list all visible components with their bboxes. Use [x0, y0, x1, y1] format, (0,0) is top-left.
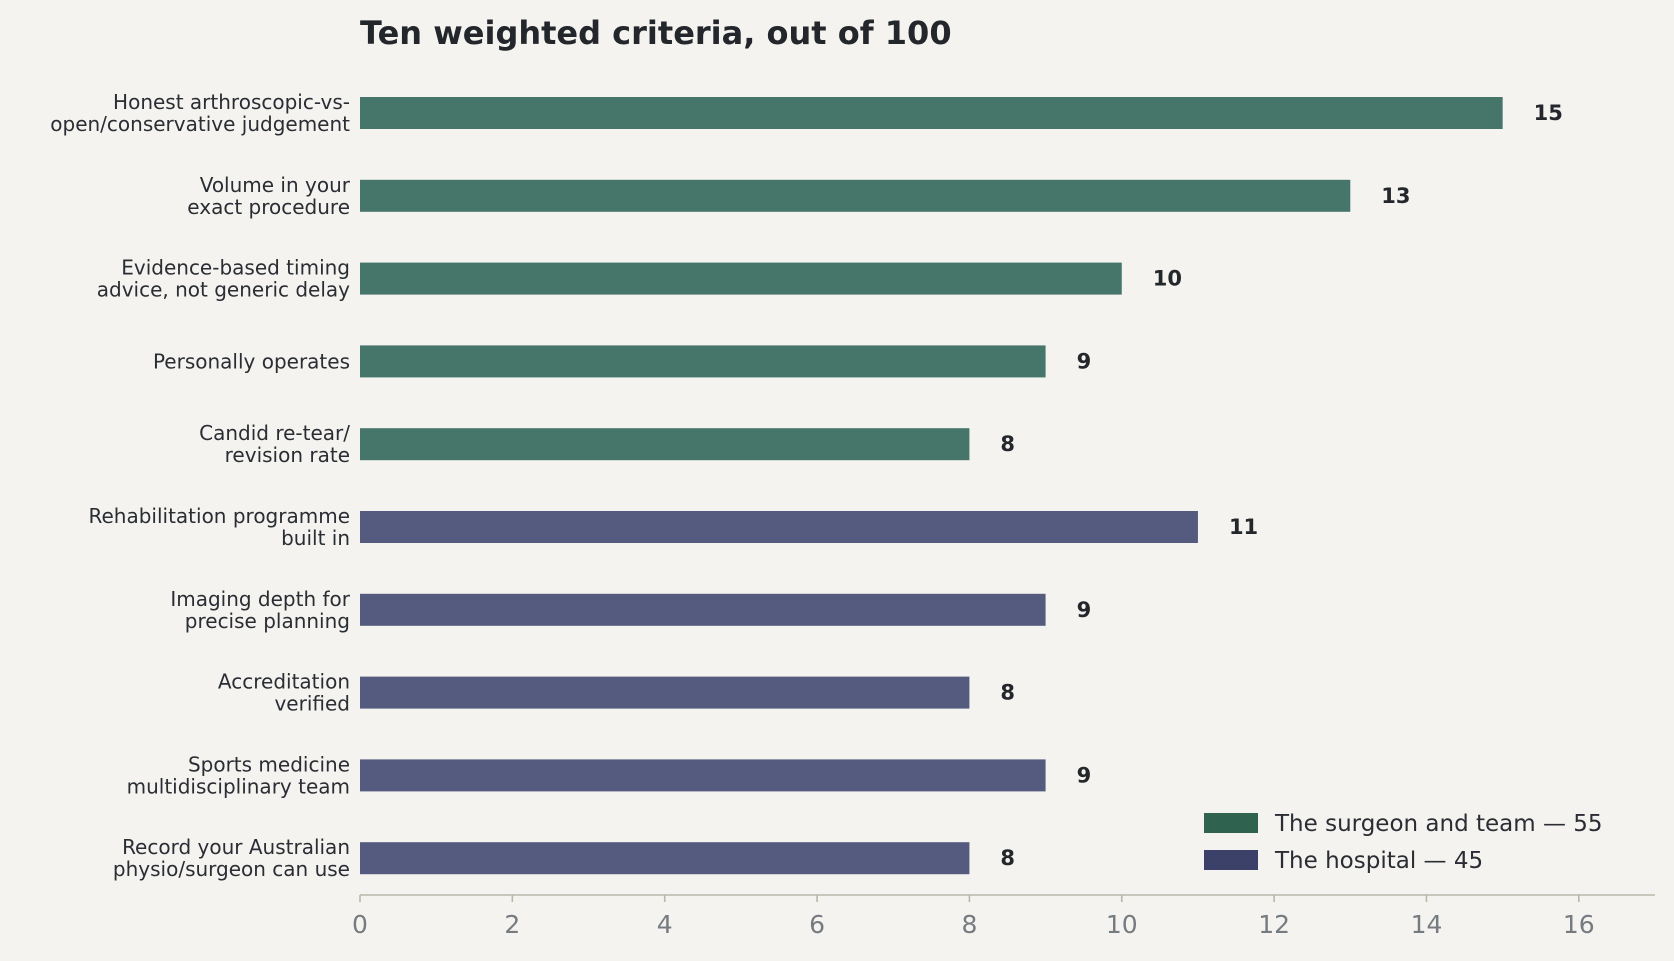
- x-tick-label: 4: [657, 910, 673, 939]
- value-labels: 15 13 10 9 8 11 9 8 9 8: [1000, 101, 1562, 870]
- legend-swatch: [1204, 850, 1258, 870]
- value-label: 15: [1534, 101, 1563, 125]
- category-label-line: revision rate: [225, 443, 350, 467]
- x-tick-label: 8: [961, 910, 977, 939]
- category-label: Honest arthroscopic-vs-open/conservative…: [50, 90, 350, 136]
- category-label-line: built in: [281, 526, 350, 550]
- category-label-line: exact procedure: [187, 195, 350, 219]
- bar: [360, 428, 970, 461]
- category-label-line: Evidence-based timing: [121, 256, 350, 280]
- x-tick-label: 14: [1411, 910, 1443, 939]
- category-label-line: multidisciplinary team: [127, 774, 350, 798]
- category-label-line: verified: [274, 692, 350, 716]
- category-label: Personally operates: [153, 349, 350, 373]
- category-label-line: precise planning: [185, 609, 350, 633]
- value-label: 8: [1000, 846, 1015, 870]
- value-label: 13: [1381, 184, 1410, 208]
- category-label-line: Imaging depth for: [170, 587, 350, 611]
- x-tick-label: 6: [809, 910, 825, 939]
- bar: [360, 759, 1046, 792]
- bar: [360, 97, 1503, 129]
- x-tick-label: 2: [504, 910, 520, 939]
- x-tick-label: 16: [1563, 910, 1595, 939]
- category-label-line: Sports medicine: [188, 752, 350, 776]
- category-label-line: Candid re-tear/: [199, 421, 350, 445]
- value-label: 8: [1000, 681, 1015, 705]
- x-axis: 0 2 4 6 8 10 12 14 16: [352, 894, 1655, 939]
- category-label-line: advice, not generic delay: [97, 278, 350, 302]
- category-labels: Honest arthroscopic-vs-open/conservative…: [50, 90, 351, 881]
- category-label-line: Volume in your: [200, 173, 351, 197]
- legend-label: The surgeon and team — 55: [1274, 811, 1603, 837]
- bar: [360, 842, 970, 875]
- category-label: Evidence-based timing advice, not generic…: [97, 256, 350, 302]
- value-label: 9: [1077, 763, 1092, 787]
- bar: [360, 676, 970, 709]
- legend-label: The hospital — 45: [1274, 848, 1483, 874]
- category-label-line: Rehabilitation programme: [88, 504, 350, 528]
- value-label: 10: [1153, 267, 1182, 291]
- bar: [360, 511, 1198, 543]
- category-label-line: physio/surgeon can use: [113, 857, 350, 881]
- legend: The surgeon and team — 55 The hospital — …: [1204, 811, 1603, 874]
- category-label: Sports medicine multidisciplinary team: [127, 752, 350, 798]
- category-label-line: open/conservative judgement: [50, 112, 350, 136]
- category-label-line: Personally operates: [153, 349, 350, 373]
- category-label: Imaging depth for precise planning: [170, 587, 350, 633]
- category-label: Candid re-tear/revision rate: [199, 421, 350, 467]
- category-label: Accreditation verified: [218, 670, 350, 716]
- x-tick-label: 10: [1106, 910, 1138, 939]
- category-label: Rehabilitation programme built in: [88, 504, 350, 550]
- bar: [360, 345, 1046, 378]
- category-label: Volume in your exact procedure: [187, 173, 350, 219]
- category-label: Record your Australian physio/surgeon can…: [113, 835, 350, 881]
- value-label: 9: [1077, 598, 1092, 622]
- category-label-line: Record your Australian: [122, 835, 350, 859]
- x-tick-label: 12: [1258, 910, 1290, 939]
- x-tick-label: 0: [352, 910, 368, 939]
- value-label: 8: [1000, 432, 1015, 456]
- value-label: 11: [1229, 515, 1258, 539]
- bars-group: [360, 97, 1503, 875]
- legend-swatch: [1204, 813, 1258, 833]
- bar: [360, 262, 1122, 295]
- chart-title: Ten weighted criteria, out of 100: [360, 14, 952, 52]
- bar: [360, 179, 1351, 212]
- category-label-line: Honest arthroscopic-vs-: [113, 90, 350, 114]
- bar: [360, 593, 1046, 626]
- value-label: 9: [1077, 349, 1092, 373]
- category-label-line: Accreditation: [218, 670, 350, 694]
